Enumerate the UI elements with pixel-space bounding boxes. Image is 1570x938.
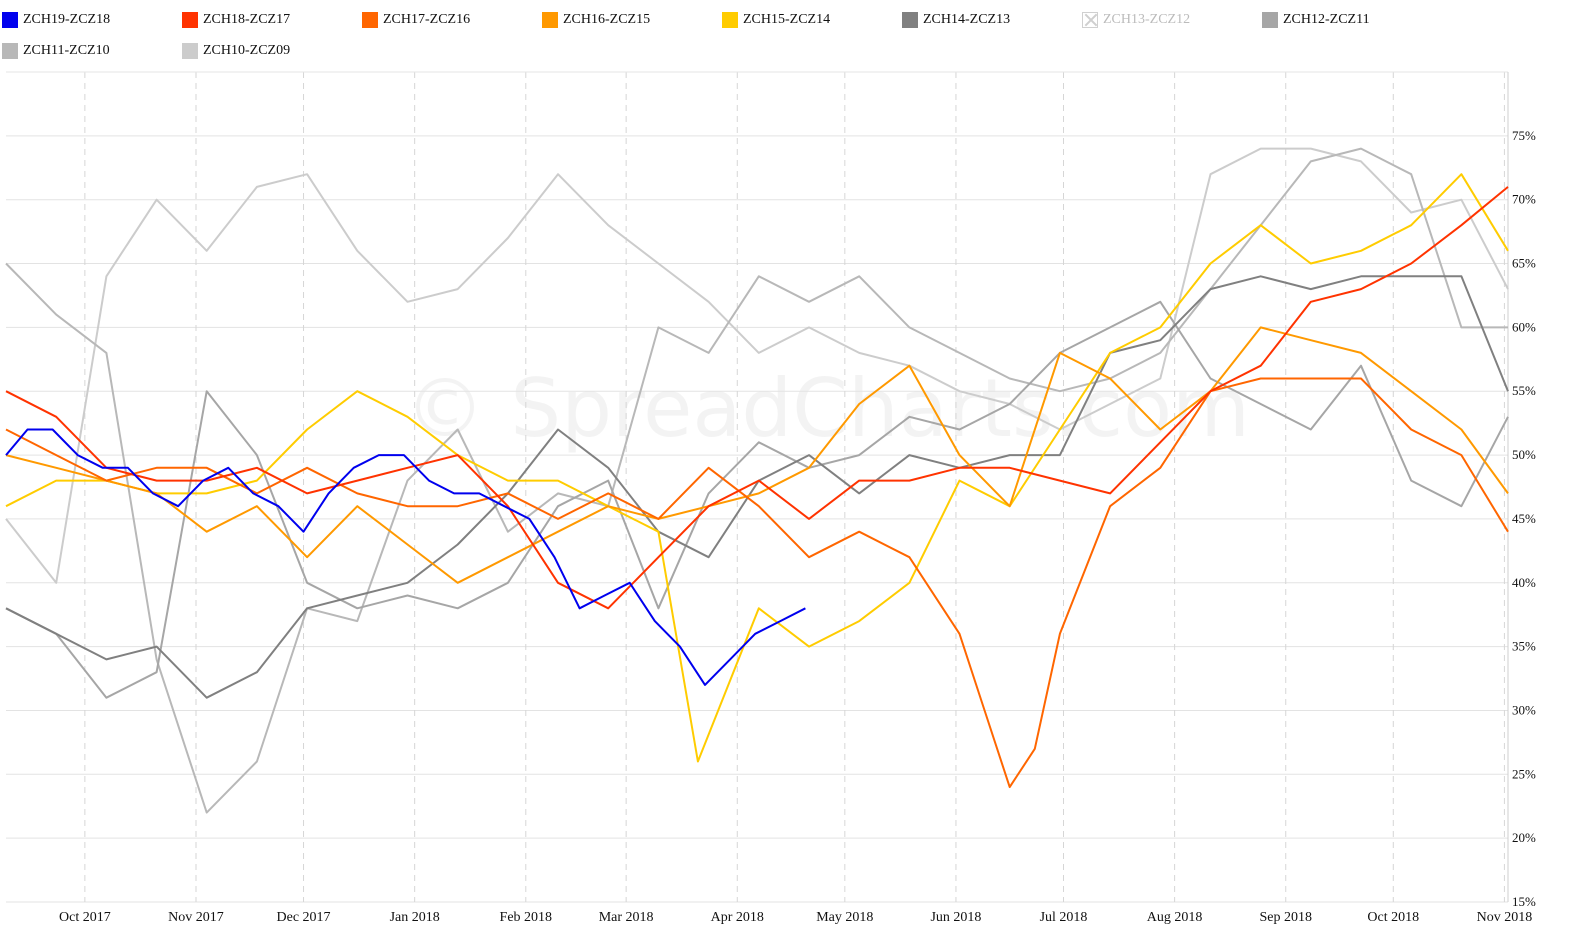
legend-swatch bbox=[542, 12, 558, 28]
legend-item-zch12-zcz11[interactable]: ZCH12-ZCZ11 bbox=[1262, 11, 1370, 29]
legend-label: ZCH16-ZCZ15 bbox=[563, 12, 651, 27]
legend-item-zch14-zcz13[interactable]: ZCH14-ZCZ13 bbox=[902, 11, 1010, 29]
x-tick-label: Feb 2018 bbox=[500, 910, 553, 925]
x-tick-label: Aug 2018 bbox=[1147, 910, 1203, 925]
series-line-zch19-zcz18 bbox=[5, 428, 806, 686]
x-tick-label: Jul 2018 bbox=[1040, 910, 1088, 925]
legend-label: ZCH10-ZCZ09 bbox=[203, 43, 291, 58]
series-line-zch17-zcz16 bbox=[5, 377, 1509, 789]
legend-swatch bbox=[2, 43, 18, 59]
legend-item-zch17-zcz16[interactable]: ZCH17-ZCZ16 bbox=[362, 11, 470, 29]
y-tick-label: 75% bbox=[1512, 128, 1536, 143]
x-tick-label: Mar 2018 bbox=[599, 910, 654, 925]
x-tick-label: Jun 2018 bbox=[930, 910, 981, 925]
legend-label: ZCH18-ZCZ17 bbox=[203, 12, 291, 27]
legend-item-zch15-zcz14[interactable]: ZCH15-ZCZ14 bbox=[722, 11, 830, 29]
legend-label: ZCH11-ZCZ10 bbox=[23, 43, 110, 58]
legend-swatch bbox=[1082, 12, 1098, 28]
legend-item-zch16-zcz15[interactable]: ZCH16-ZCZ15 bbox=[542, 11, 650, 29]
y-tick-label: 35% bbox=[1512, 639, 1536, 654]
legend-item-zch11-zcz10[interactable]: ZCH11-ZCZ10 bbox=[2, 42, 110, 60]
legend-label: ZCH14-ZCZ13 bbox=[923, 12, 1011, 27]
legend-swatch bbox=[182, 12, 198, 28]
legend-label: ZCH15-ZCZ14 bbox=[743, 12, 831, 27]
series-line-zch18-zcz17 bbox=[5, 186, 1509, 610]
legend-label: ZCH19-ZCZ18 bbox=[23, 12, 111, 27]
series-line-zch12-zcz11 bbox=[5, 300, 1509, 699]
x-tick-label: Apr 2018 bbox=[711, 910, 764, 925]
series-line-zch16-zcz15 bbox=[5, 326, 1509, 584]
legend-item-zch13-zcz12[interactable]: ZCH13-ZCZ12 bbox=[1082, 11, 1190, 29]
legend-label: ZCH13-ZCZ12 bbox=[1103, 12, 1191, 27]
x-tick-label: Oct 2017 bbox=[59, 910, 111, 925]
y-tick-label: 30% bbox=[1512, 702, 1536, 717]
y-tick-label: 50% bbox=[1512, 447, 1536, 462]
y-tick-label: 45% bbox=[1512, 511, 1536, 526]
legend-swatch bbox=[362, 12, 378, 28]
x-tick-label: Nov 2018 bbox=[1477, 910, 1533, 925]
y-tick-label: 40% bbox=[1512, 575, 1536, 590]
chart-legend: ZCH19-ZCZ18 ZCH18-ZCZ17 ZCH17-ZCZ16 ZCH16-Z… bbox=[0, 0, 1560, 70]
legend-item-zch19-zcz18[interactable]: ZCH19-ZCZ18 bbox=[2, 11, 110, 29]
y-tick-label: 55% bbox=[1512, 383, 1536, 398]
series-line-zch15-zcz14 bbox=[5, 173, 1509, 763]
legend-swatch bbox=[1262, 12, 1278, 28]
y-tick-label: 70% bbox=[1512, 192, 1536, 207]
series-line-zch10-zcz09 bbox=[5, 147, 1509, 584]
legend-swatch bbox=[2, 12, 18, 28]
x-tick-label: Nov 2017 bbox=[168, 910, 224, 925]
y-tick-label: 25% bbox=[1512, 766, 1536, 781]
x-tick-label: May 2018 bbox=[816, 910, 873, 925]
legend-swatch bbox=[902, 12, 918, 28]
x-tick-label: Dec 2017 bbox=[277, 910, 331, 925]
x-tick-label: Jan 2018 bbox=[390, 910, 440, 925]
legend-item-zch18-zcz17[interactable]: ZCH18-ZCZ17 bbox=[182, 11, 290, 29]
legend-swatch bbox=[722, 12, 738, 28]
legend-item-zch10-zcz09[interactable]: ZCH10-ZCZ09 bbox=[182, 42, 290, 60]
y-tick-label: 60% bbox=[1512, 319, 1536, 334]
x-tick-label: Oct 2018 bbox=[1367, 910, 1419, 925]
legend-swatch bbox=[182, 43, 198, 59]
y-tick-label: 20% bbox=[1512, 830, 1536, 845]
legend-label: ZCH12-ZCZ11 bbox=[1283, 12, 1370, 27]
legend-label: ZCH17-ZCZ16 bbox=[383, 12, 471, 27]
x-tick-label: Sep 2018 bbox=[1259, 910, 1312, 925]
y-tick-label: 15% bbox=[1512, 894, 1536, 909]
y-tick-label: 65% bbox=[1512, 256, 1536, 271]
